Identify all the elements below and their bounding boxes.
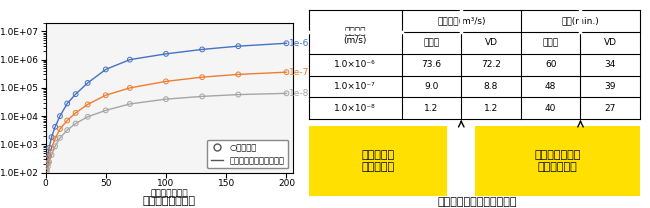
Text: (m/s): (m/s) (344, 36, 367, 45)
Text: 透水係数: 透水係数 (344, 28, 366, 37)
Text: VD: VD (604, 38, 617, 47)
Text: 73.6: 73.6 (421, 60, 441, 69)
Point (125, 102, 135, 106)
Text: 湧水総量は
ほぼ一致！: 湧水総量は ほぼ一致！ (361, 150, 395, 172)
Text: 1.2: 1.2 (424, 104, 439, 113)
Text: 1.0×10⁻⁶: 1.0×10⁻⁶ (334, 60, 376, 69)
Point (43, 161, 53, 165)
Point (281, 71, 292, 74)
Text: 27: 27 (604, 104, 616, 113)
Point (43, 165, 53, 168)
Text: 1e-6: 1e-6 (289, 39, 309, 48)
Bar (309, 126, 447, 196)
Point (233, 45, 244, 48)
Point (46, 136, 57, 139)
Point (44, 155, 55, 158)
Point (62, 119, 72, 122)
Text: VD: VD (484, 38, 497, 47)
Text: 湧水総量(m³/s): 湧水総量(m³/s) (437, 17, 486, 26)
Text: 従来法: 従来法 (543, 38, 559, 47)
Point (46, 146, 57, 150)
Point (161, 80, 171, 83)
Bar (474, 126, 640, 196)
Point (50, 145, 60, 148)
Point (233, 73, 244, 76)
Point (281, 42, 292, 45)
Point (83, 81, 93, 85)
Point (125, 58, 135, 61)
Text: 1e-7: 1e-7 (289, 68, 309, 77)
Point (44, 160, 55, 163)
Point (55, 114, 65, 118)
Text: 1.2: 1.2 (484, 104, 498, 113)
Point (161, 52, 171, 56)
Point (44, 146, 55, 150)
Point (50, 137, 60, 140)
Text: 1.0×10⁻⁷: 1.0×10⁻⁷ (334, 82, 376, 91)
Point (55, 127, 65, 131)
Text: 8.8: 8.8 (484, 82, 499, 91)
Text: 1.0×10⁻⁸: 1.0×10⁻⁸ (334, 104, 376, 113)
Point (101, 94, 111, 97)
Text: 39: 39 (604, 82, 616, 91)
Point (62, 102, 72, 105)
Point (50, 125, 60, 129)
Point (70, 122, 81, 125)
Point (70, 111, 81, 115)
Point (46, 153, 57, 157)
Text: 9.0: 9.0 (424, 82, 439, 91)
Text: 時間(min.): 時間(min.) (562, 17, 599, 26)
Point (43, 153, 53, 157)
Text: 1e-8: 1e-8 (289, 89, 309, 98)
Point (62, 129, 72, 132)
Point (42, 162, 52, 166)
Point (197, 48, 207, 51)
Text: 34: 34 (604, 60, 616, 69)
Text: 従来法: 従来法 (423, 38, 439, 47)
Point (101, 109, 111, 112)
Legend: ○：従来法, －：仮想ドレーンモデル: ○：従来法, －：仮想ドレーンモデル (207, 140, 289, 168)
Point (55, 136, 65, 140)
Text: 40: 40 (545, 104, 556, 113)
Text: 60: 60 (545, 60, 556, 69)
Text: 湧水総量と計算時間の比較: 湧水総量と計算時間の比較 (438, 197, 517, 207)
X-axis label: 経過時間（日）: 経過時間（日） (150, 189, 188, 198)
Point (197, 95, 207, 98)
Point (197, 76, 207, 79)
Point (101, 68, 111, 71)
Point (42, 170, 52, 173)
Point (281, 92, 292, 95)
Text: 累積湧水量の比較: 累積湧水量の比較 (142, 196, 196, 206)
Point (42, 168, 52, 171)
Point (83, 115, 93, 118)
Text: 48: 48 (545, 82, 556, 91)
Point (125, 86, 135, 90)
Point (161, 98, 171, 101)
Text: 72.2: 72.2 (481, 60, 501, 69)
Point (233, 93, 244, 96)
Text: 解析実行時間の
時短効果あり: 解析実行時間の 時短効果あり (534, 150, 580, 172)
Point (70, 93, 81, 96)
Point (83, 103, 93, 106)
